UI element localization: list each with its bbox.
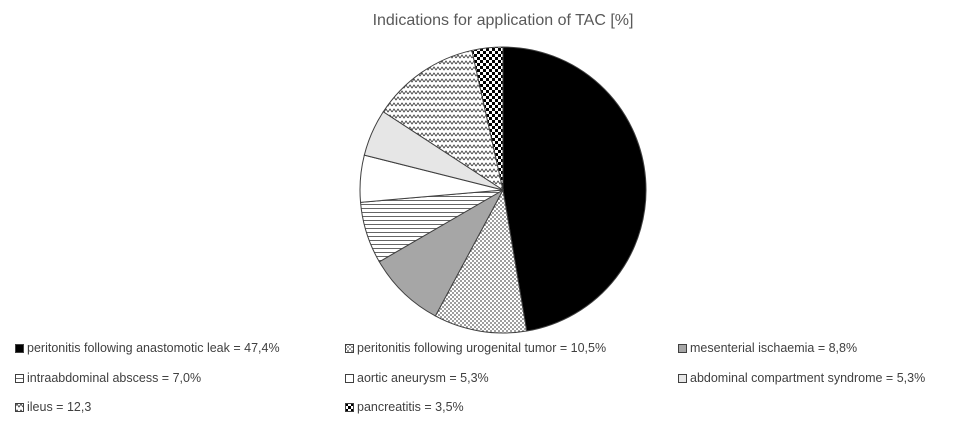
pie-slice-2 (434, 188, 528, 334)
legend-label: intraabdominal abscess = 7,0% (27, 371, 202, 385)
legend-swatch (15, 343, 24, 353)
legend-label: ileus = 12,3 (27, 400, 92, 414)
chart-title: Indications for application of TAC [%] (373, 12, 634, 29)
legend-label: abdominal compartment syndrome = 5,3% (690, 371, 926, 385)
legend-item-3: mesenterial ischaemia = 8,8% (678, 341, 857, 355)
legend-swatch (15, 402, 24, 412)
legend-swatch (345, 373, 354, 383)
legend-item-2: peritonitis following urogenital tumor =… (345, 341, 606, 355)
legend-item-7: ileus = 12,3 (15, 400, 91, 414)
legend-label: peritonitis following anastomotic leak =… (27, 341, 280, 355)
legend-item-5: aortic aneurysm = 5,3% (345, 371, 489, 385)
legend-item-8: pancreatitis = 3,5% (345, 400, 464, 414)
legend-swatch (15, 373, 24, 383)
legend-item-6: abdominal compartment syndrome = 5,3% (678, 371, 925, 385)
legend-item-1: peritonitis following anastomotic leak =… (15, 341, 280, 355)
legend-label: peritonitis following urogenital tumor =… (357, 341, 607, 355)
legend-swatch (345, 402, 354, 412)
legend-label: aortic aneurysm = 5,3% (357, 371, 489, 385)
legend-label: mesenterial ischaemia = 8,8% (690, 341, 858, 355)
legend-swatch (345, 343, 354, 353)
pie-slices (359, 46, 647, 334)
legend-item-4: intraabdominal abscess = 7,0% (15, 371, 201, 385)
pie-slice-1 (502, 46, 647, 332)
legend-label: pancreatitis = 3,5% (357, 400, 464, 414)
legend-swatch (678, 343, 687, 353)
legend-swatch (678, 373, 687, 383)
pie-slice-7 (382, 49, 504, 192)
pie-slice-8 (471, 46, 504, 191)
